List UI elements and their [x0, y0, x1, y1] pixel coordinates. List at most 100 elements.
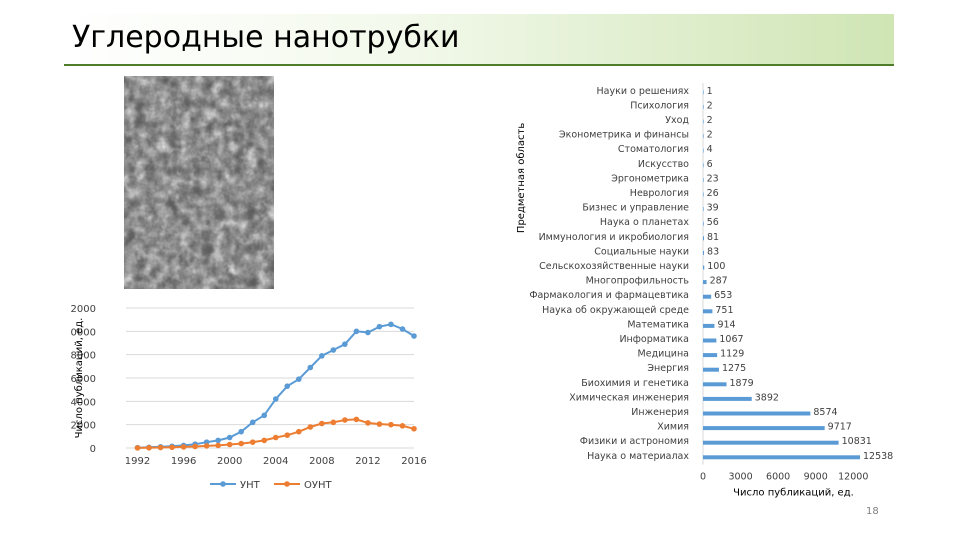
bar — [703, 163, 704, 168]
bar — [703, 192, 704, 197]
bar — [703, 134, 704, 139]
data-point — [342, 341, 348, 347]
bar-value-label: 287 — [710, 276, 728, 287]
x-tick-label: 0 — [700, 472, 706, 483]
legend-label: ОУНТ — [304, 480, 332, 491]
x-tick-label: 1996 — [171, 456, 196, 467]
category-label: Социальные науки — [594, 246, 689, 257]
data-point — [376, 421, 383, 427]
data-point — [284, 432, 291, 438]
bar-value-label: 23 — [707, 173, 719, 184]
y-tick-label: 12000 — [70, 304, 96, 315]
series-line — [137, 418, 415, 449]
bar — [703, 367, 719, 372]
bar — [703, 440, 839, 445]
bar — [703, 250, 705, 255]
category-label: Информатика — [619, 334, 689, 345]
y-tick-label: 0 — [90, 444, 96, 455]
data-point — [365, 329, 371, 336]
title-underline — [64, 64, 894, 66]
data-point — [180, 444, 187, 450]
bar-value-label: 2 — [707, 130, 713, 141]
bar-value-label: 2 — [707, 100, 713, 111]
bar — [703, 382, 727, 387]
bar-value-label: 83 — [707, 246, 719, 257]
bar — [703, 265, 705, 270]
x-tick-label: 2004 — [263, 456, 288, 467]
y-tick-label: 8000 — [71, 351, 96, 362]
data-point — [399, 423, 406, 429]
data-point — [238, 440, 244, 447]
category-label: Наука о планетах — [600, 217, 690, 228]
bar-value-label: 1067 — [719, 334, 743, 345]
bar — [703, 353, 718, 358]
bar-value-label: 1129 — [720, 349, 744, 360]
category-label: Психология — [630, 100, 689, 111]
category-label: Энергия — [647, 363, 689, 374]
data-point — [272, 434, 279, 441]
category-label: Биохимия и генетика — [581, 378, 689, 389]
bar — [703, 323, 715, 328]
bar — [703, 426, 825, 431]
category-label: Иммунология и икробиология — [539, 232, 689, 243]
bar — [703, 396, 752, 401]
category-label: Сельскохозяйственные науки — [539, 261, 689, 272]
data-point — [192, 443, 198, 450]
bar — [703, 309, 713, 314]
data-point — [353, 416, 360, 423]
data-point — [249, 419, 256, 426]
y-tick-label: 6000 — [71, 374, 96, 385]
data-point — [238, 428, 244, 435]
bar — [703, 221, 704, 226]
legend-marker — [284, 481, 290, 487]
data-point — [215, 437, 221, 444]
bar — [703, 338, 717, 343]
bar-value-label: 4 — [707, 144, 713, 155]
x-tick-label: 12000 — [838, 472, 868, 483]
x-tick-label: 2012 — [355, 456, 380, 467]
page-number: 18 — [866, 506, 879, 517]
data-point — [365, 420, 371, 426]
bar-value-label: 100 — [707, 261, 725, 272]
bar — [703, 90, 704, 95]
bar — [703, 411, 811, 416]
category-label: Наука об окружающей среде — [542, 305, 689, 316]
category-label: Многопрофильность — [586, 276, 690, 287]
bar — [703, 104, 704, 109]
data-point — [307, 424, 314, 430]
category-label: Науки о решениях — [597, 86, 690, 97]
x-axis-label: Число публикаций, ед. — [733, 488, 854, 499]
category-label: Физики и астрономия — [580, 436, 689, 447]
category-label: Неврология — [630, 188, 689, 199]
data-point — [169, 444, 175, 451]
bar-value-label: 3892 — [755, 392, 779, 403]
category-label: Медицина — [638, 349, 689, 360]
data-point — [411, 333, 417, 339]
bar-value-label: 653 — [714, 290, 732, 301]
bar-value-label: 6 — [707, 159, 713, 170]
category-label: Стоматология — [618, 144, 689, 155]
bar-value-label: 1275 — [722, 363, 746, 374]
y-axis-label: Число публикаций, ед. — [74, 318, 85, 439]
y-tick-label: 4000 — [71, 397, 96, 408]
title-bar — [64, 14, 894, 66]
data-point — [249, 439, 256, 445]
data-point — [296, 376, 302, 382]
y-tick-label: 10000 — [70, 327, 96, 338]
bar-value-label: 8574 — [813, 407, 837, 418]
data-point — [399, 326, 406, 332]
x-tick-label: 9000 — [804, 472, 828, 483]
publications-line-chart: 0 2000 4000 6000 8000 10000 12000 1992 1996 2000 2… — [70, 304, 427, 491]
series-line — [137, 323, 415, 449]
bar-value-label: 10831 — [842, 436, 872, 447]
x-tick-label: 6000 — [766, 472, 790, 483]
data-point — [319, 420, 325, 427]
legend-label: УНТ — [240, 480, 261, 491]
data-point — [319, 353, 325, 359]
bar-value-label: 1879 — [730, 378, 754, 389]
data-point — [134, 445, 141, 451]
x-tick-label: 2008 — [309, 456, 334, 467]
data-point — [307, 364, 314, 371]
category-label: Инженерия — [631, 407, 689, 418]
data-point — [388, 421, 394, 428]
